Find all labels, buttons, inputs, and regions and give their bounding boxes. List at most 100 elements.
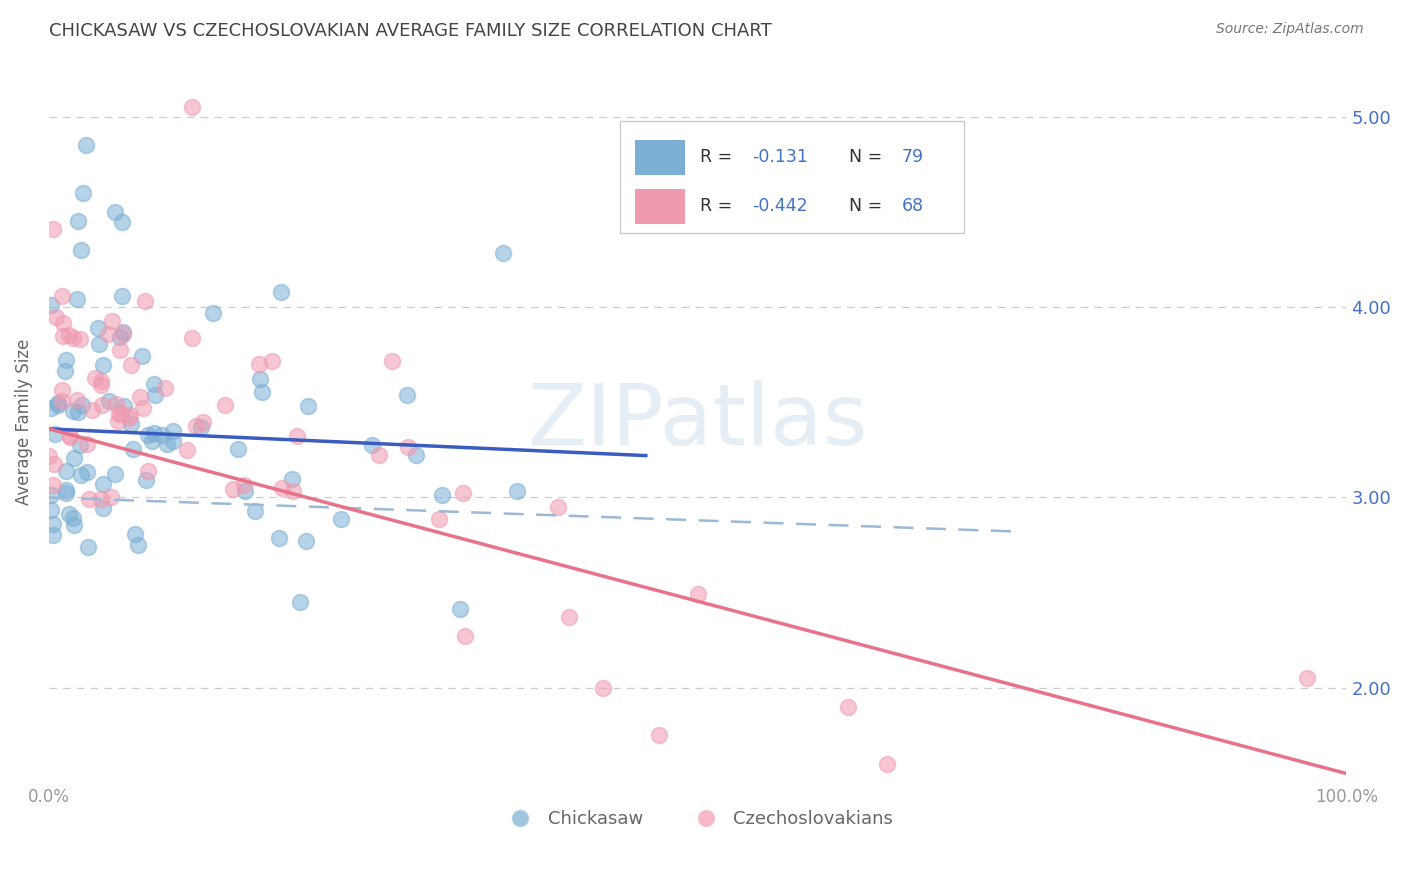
FancyBboxPatch shape (636, 189, 685, 224)
Point (145, 388, 167, 402)
Point (42, 222, 65, 236)
Point (55, 483, 77, 497)
Point (162, 434, 184, 449)
Point (451, 486, 474, 500)
Point (69, 243, 91, 257)
Point (66, 404, 89, 418)
Point (492, 246, 515, 260)
Point (136, 428, 159, 442)
Point (69, 332, 91, 346)
Point (62, 518, 84, 533)
Point (131, 401, 153, 416)
Text: -0.131: -0.131 (752, 148, 808, 166)
Point (150, 427, 173, 442)
Point (270, 285, 292, 299)
Point (270, 481, 292, 495)
Point (142, 425, 165, 440)
Point (134, 293, 156, 308)
Point (112, 326, 135, 341)
FancyBboxPatch shape (636, 140, 685, 175)
Point (76, 437, 98, 451)
Point (506, 484, 529, 499)
Point (51, 384, 73, 398)
Point (76, 465, 98, 479)
Point (876, 757, 898, 772)
Point (39, 503, 62, 517)
Point (243, 504, 266, 518)
Point (141, 434, 163, 449)
Point (62, 403, 84, 417)
Point (110, 406, 132, 420)
Point (66, 393, 89, 408)
Point (44, 427, 66, 442)
Point (42, 516, 65, 531)
Point (42, 477, 65, 491)
Point (297, 399, 319, 413)
Point (45, 310, 67, 324)
Point (52, 329, 75, 343)
Point (91, 398, 114, 412)
Point (193, 415, 215, 429)
Point (381, 354, 404, 368)
Point (127, 538, 149, 552)
Text: 79: 79 (901, 148, 924, 166)
FancyBboxPatch shape (620, 121, 963, 233)
Point (62, 331, 84, 345)
Point (51, 394, 73, 409)
Point (427, 512, 450, 526)
Point (39, 401, 62, 415)
Point (120, 359, 142, 373)
Point (396, 440, 419, 454)
Point (58, 507, 80, 521)
Point (66, 292, 89, 306)
Point (184, 419, 207, 434)
Point (69, 438, 91, 452)
Point (395, 388, 418, 402)
Point (53, 364, 76, 378)
Point (105, 397, 128, 411)
Point (368, 448, 391, 462)
Point (405, 448, 427, 462)
Point (55, 486, 77, 500)
Text: -0.442: -0.442 (752, 197, 808, 216)
Point (226, 442, 249, 456)
Point (90, 374, 112, 388)
Legend: Chickasaw, Czechoslovakians: Chickasaw, Czechoslovakians (495, 803, 900, 836)
Point (51, 289, 73, 303)
Point (112, 325, 135, 339)
Text: R =: R = (700, 197, 738, 216)
Point (136, 464, 159, 478)
Point (80, 403, 103, 417)
Point (361, 438, 384, 452)
Point (100, 314, 122, 328)
Point (72, 186, 94, 200)
Point (111, 215, 134, 229)
Point (52, 316, 75, 330)
Point (111, 289, 134, 303)
Point (124, 527, 146, 541)
Point (233, 483, 256, 498)
Point (70, 468, 93, 483)
Point (91, 358, 114, 372)
Point (262, 353, 284, 368)
Point (153, 381, 176, 395)
Point (281, 472, 304, 486)
Point (63, 450, 86, 465)
Point (107, 408, 129, 422)
Point (97, 327, 120, 342)
Point (432, 488, 454, 502)
Point (288, 595, 311, 609)
Point (295, 533, 318, 548)
Text: Source: ZipAtlas.com: Source: ZipAtlas.com (1216, 22, 1364, 37)
Point (59, 430, 82, 444)
Point (90, 377, 112, 392)
Point (76, 540, 98, 554)
Point (249, 372, 271, 386)
Point (1296, 671, 1319, 685)
Text: 68: 68 (901, 197, 924, 216)
Point (121, 442, 143, 456)
Point (107, 414, 129, 428)
Point (180, 100, 202, 114)
Point (281, 483, 304, 498)
Point (89, 336, 111, 351)
